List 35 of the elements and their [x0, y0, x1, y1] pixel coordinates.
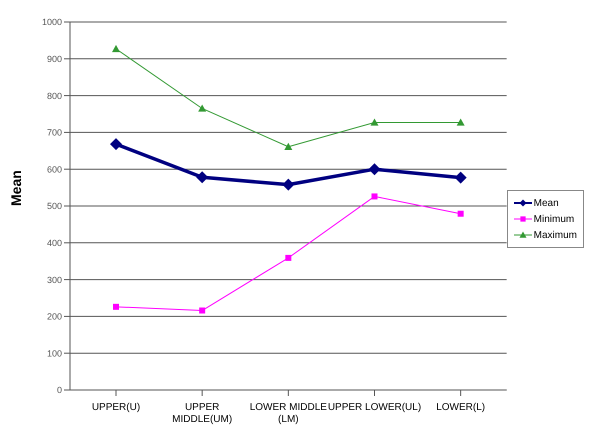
point	[454, 172, 467, 184]
legend-label: Maximum	[534, 230, 577, 240]
point	[285, 254, 292, 261]
x-tick-label: UPPER(U)	[92, 402, 140, 413]
y-tick-label: 1000	[42, 17, 62, 28]
legend-label: Minimum	[534, 214, 574, 224]
point	[458, 210, 464, 217]
point	[199, 308, 206, 314]
point	[284, 142, 292, 150]
point	[112, 44, 120, 52]
x-tick-label: UPPER LOWER(UL)	[328, 402, 422, 413]
point	[198, 104, 206, 112]
y-tick-label: 500	[46, 201, 62, 212]
y-tick-label: 400	[46, 238, 62, 248]
point	[456, 118, 465, 126]
y-tick-label: 600	[46, 164, 62, 174]
legend-label: Mean	[534, 198, 559, 208]
x-tick-label: UPPER MIDDLE(UM)	[172, 402, 232, 425]
y-tick-label: 800	[46, 90, 62, 101]
x-tick-label: LOWER MIDDLE (LM)	[250, 402, 328, 425]
point	[113, 304, 119, 310]
y-axis-title: Mean	[8, 170, 24, 206]
point	[196, 171, 208, 184]
y-tick-label: 700	[46, 128, 62, 138]
y-tick-label: 300	[46, 274, 62, 285]
y-tick-label: 900	[46, 54, 62, 64]
y-tick-label: 200	[46, 312, 62, 322]
x-tick-label: LOWER(L)	[436, 402, 486, 413]
y-tick-label: 100	[46, 348, 62, 358]
point	[370, 118, 378, 126]
y-tick-label: 0	[56, 385, 62, 396]
point	[282, 178, 294, 191]
point	[368, 163, 380, 176]
point	[110, 138, 122, 150]
point	[371, 193, 378, 200]
